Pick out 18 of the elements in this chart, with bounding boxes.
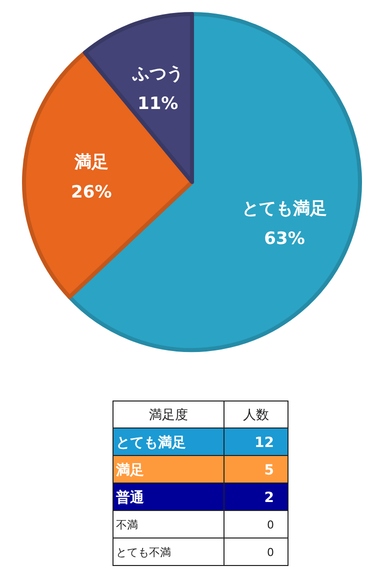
data-label: 63% (264, 229, 305, 250)
data-label: 2 (264, 490, 274, 506)
data-label: 26% (71, 182, 112, 203)
data-label: 12 (254, 435, 274, 451)
data-label: 11% (138, 94, 178, 114)
data-label: 5 (264, 462, 274, 478)
y-tick-label: 不満 (116, 518, 138, 532)
slice-label: 満足 (73, 152, 108, 173)
x-tick-label: 人数 (243, 408, 269, 423)
y-tick-label: とても不満 (116, 546, 171, 559)
y-tick-label: 満足 (115, 462, 144, 478)
y-tick-label: 普通 (115, 489, 145, 506)
y-tick-label: とても満足 (116, 435, 186, 451)
data-label: 0 (267, 546, 274, 559)
y-axis-title: 満足度 (149, 407, 188, 423)
slice-label: とても満足 (242, 199, 328, 220)
data-label: 0 (267, 518, 274, 532)
slice-label: ふつう (131, 64, 184, 84)
